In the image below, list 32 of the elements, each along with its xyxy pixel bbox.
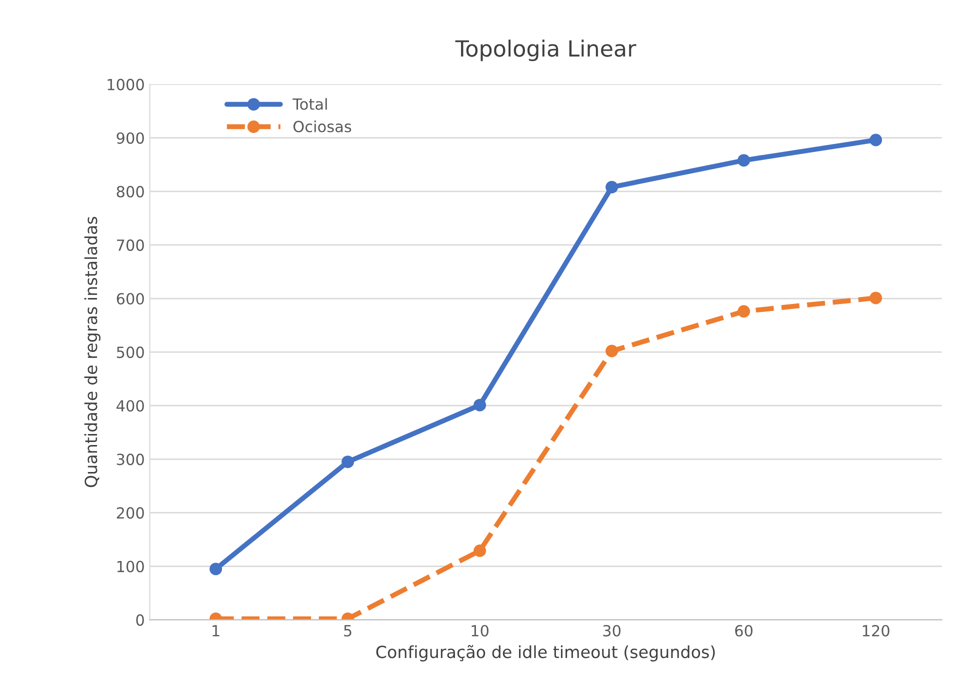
y-tick-label: 100	[117, 560, 144, 572]
x-axis-title: Configuração de idle timeout (segundos)	[376, 645, 715, 662]
y-tick-label: 400	[116, 400, 144, 412]
point	[606, 180, 618, 194]
point	[474, 398, 486, 412]
point	[474, 544, 486, 557]
x-tick-label: 10	[472, 624, 488, 637]
point	[738, 154, 750, 167]
point	[870, 292, 882, 304]
point	[870, 134, 882, 146]
x-tick-label: 120	[862, 624, 890, 637]
chart-title: Topologia Linear	[455, 40, 636, 62]
y-tick-label: 800	[116, 186, 144, 198]
y-tick-label: 900	[116, 132, 144, 144]
y-tick-label: 1000	[108, 78, 144, 90]
legend-label: Total	[292, 98, 327, 110]
y-tick-label: 500	[116, 346, 144, 358]
x-tick-label: 1	[212, 625, 220, 636]
y-tick-label: 200	[116, 507, 144, 519]
point	[738, 305, 750, 318]
point	[342, 456, 354, 468]
point	[210, 562, 222, 576]
y-tick-label: 600	[116, 292, 144, 305]
y-axis-title: Quantidade de regras instaladas	[84, 216, 100, 488]
x-tick-label: 60	[735, 624, 752, 637]
y-tick-label: 0	[136, 614, 144, 626]
y-tick-label: 700	[117, 239, 144, 251]
x-tick-label: 30	[603, 624, 620, 637]
legend-label: Ociosas	[293, 120, 352, 132]
y-tick-label: 300	[116, 454, 144, 466]
x-tick-label: 5	[344, 625, 352, 637]
point	[606, 344, 618, 358]
